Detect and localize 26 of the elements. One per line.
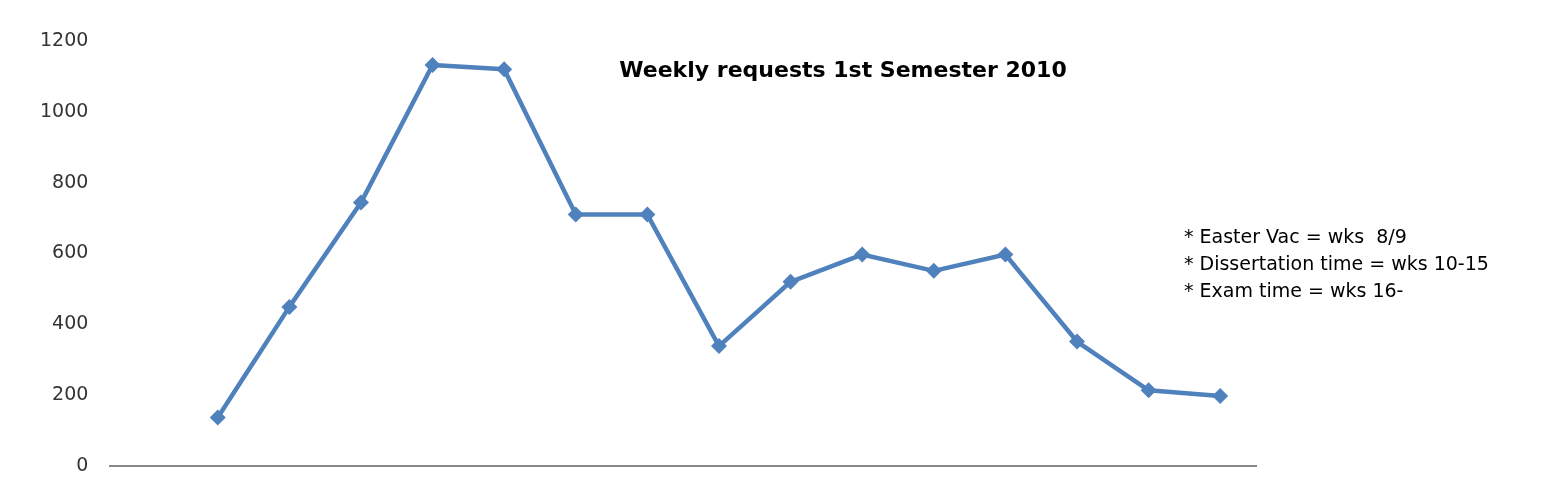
annotation: * Dissertation time = wks 10-15 bbox=[1184, 251, 1489, 274]
point bbox=[352, 194, 369, 211]
point bbox=[281, 298, 298, 315]
point bbox=[496, 61, 513, 78]
point bbox=[1140, 382, 1157, 399]
annotation: * Easter Vac = wks 8/9 bbox=[1184, 224, 1407, 247]
y-tick-label: 600 bbox=[52, 240, 89, 263]
point bbox=[1068, 333, 1085, 350]
point bbox=[209, 409, 226, 426]
point bbox=[997, 246, 1014, 263]
y-tick-label: 1000 bbox=[39, 99, 89, 122]
text: Weekly requests 1st Semester 2010 bbox=[619, 57, 1067, 83]
point bbox=[782, 273, 799, 290]
point bbox=[854, 246, 871, 263]
point bbox=[925, 262, 942, 279]
y-tick-label: 800 bbox=[52, 169, 89, 192]
point bbox=[710, 338, 727, 355]
point bbox=[424, 57, 441, 74]
y-tick-label: 1200 bbox=[39, 28, 89, 51]
y-tick-label: 400 bbox=[52, 311, 89, 334]
point bbox=[639, 206, 656, 223]
y-tick-label: 200 bbox=[52, 381, 89, 404]
annotation: * Exam time = wks 16- bbox=[1184, 278, 1404, 301]
point bbox=[1212, 387, 1229, 404]
point bbox=[567, 206, 584, 223]
y-tick-label: 0 bbox=[76, 452, 89, 475]
